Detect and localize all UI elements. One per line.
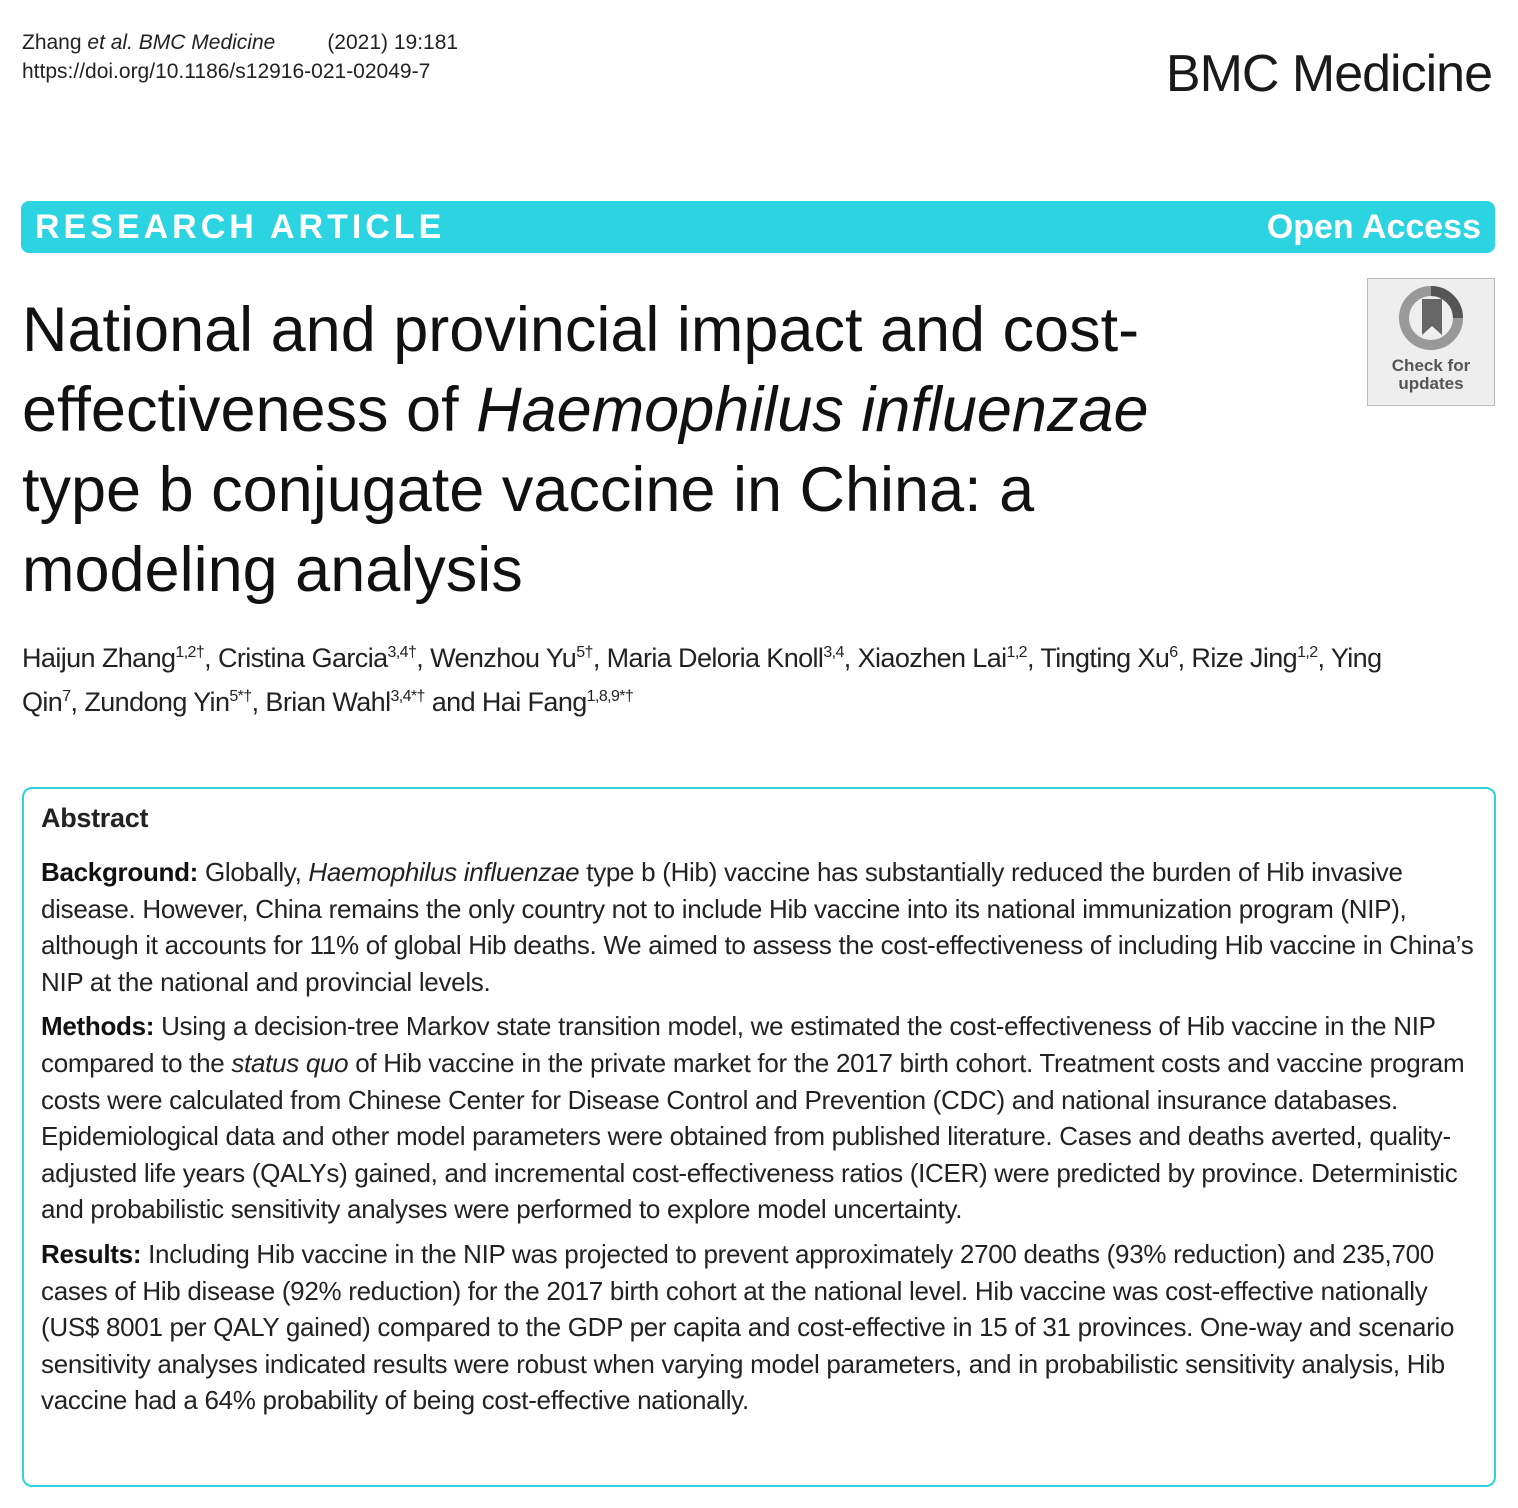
abstract: Abstract Background: Globally, Haemophil… [41, 800, 1481, 1427]
author-affiliation: 5*† [229, 688, 252, 705]
author-affiliation: 3,4† [387, 644, 417, 661]
author-name[interactable]: Cristina Garcia [217, 643, 388, 673]
badge-line2: updates [1398, 374, 1464, 393]
author-name[interactable]: Rize Jing [1191, 643, 1298, 673]
author-separator: , [1177, 643, 1192, 673]
author-affiliation: 1,2 [1006, 644, 1028, 661]
section-label: Results: [41, 1238, 142, 1269]
article-title: National and provincial impact and cost-… [22, 290, 1252, 610]
text: Globally, [198, 857, 309, 887]
text: Including Hib vaccine in the NIP was pro… [41, 1238, 1455, 1416]
citation-author: Zhang [22, 31, 82, 54]
author-list: Haijun Zhang1,2†, Cristina Garcia3,4†, W… [22, 636, 1502, 724]
citation-header: Zhang et al. BMC Medicine (2021) 19:181 h… [22, 28, 458, 86]
author-affiliation: 5† [576, 644, 593, 661]
check-updates-icon [1399, 286, 1463, 350]
author-name[interactable]: Maria Deloria Knoll [606, 643, 824, 673]
doi-link[interactable]: https://doi.org/10.1186/s12916-021-02049… [22, 60, 431, 83]
author-separator: , [204, 643, 218, 673]
author-name[interactable]: Zundong Yin [84, 687, 230, 717]
title-italic: Haemophilus influenzae [476, 375, 1149, 445]
author-name[interactable]: Brian Wahl [265, 687, 391, 717]
author-affiliation: 7 [62, 688, 71, 705]
author-separator: , [70, 687, 85, 717]
author-name[interactable]: Hai Fang [481, 687, 587, 717]
citation-journal: BMC Medicine [138, 31, 276, 54]
author-separator: , [1026, 643, 1041, 673]
author-name[interactable]: Haijun Zhang [22, 643, 176, 673]
abstract-results: Results: Including Hib vaccine in the NI… [41, 1236, 1481, 1419]
abstract-box [22, 787, 1496, 1487]
author-name[interactable]: Wenzhou Yu [430, 643, 577, 673]
abstract-methods: Methods: Using a decision-tree Markov st… [41, 1008, 1481, 1228]
text: of Hib vaccine in the private market for… [41, 1047, 1465, 1225]
author-affiliation: 1,2 [1297, 644, 1318, 661]
journal-logo: BMC Medicine [1165, 45, 1493, 103]
abstract-background: Background: Globally, Haemophilus influe… [41, 854, 1481, 1000]
citation-etal: et al. [87, 31, 133, 54]
author-affiliation: 3,4 [823, 644, 844, 661]
citation-year: (2021) 19:181 [327, 31, 459, 54]
author-separator: , [251, 687, 266, 717]
title-part: National and provincial impact and cost-… [22, 295, 1140, 445]
author-separator: , [843, 643, 858, 673]
article-type-banner: RESEARCH ARTICLE Open Access [21, 201, 1495, 253]
author-name[interactable]: Tingting Xu [1040, 643, 1170, 673]
text-italic: Haemophilus influenzae [308, 857, 580, 887]
author-affiliation: 1,8,9*† [586, 688, 634, 705]
check-for-updates-button[interactable]: Check for updates [1367, 278, 1495, 406]
author-separator: , [1317, 643, 1331, 673]
text-italic: status quo [231, 1047, 349, 1078]
author-affiliation: 3,4*† [390, 688, 425, 705]
badge-line1: Check for [1391, 356, 1471, 375]
author-name[interactable]: Ying Qin [22, 643, 1382, 717]
author-affiliation: 1,2† [175, 644, 205, 661]
author-name[interactable]: Xiaozhen Lai [857, 643, 1008, 673]
text: type b (Hib) vaccine has substantially r… [41, 857, 1474, 997]
section-label: Methods: [41, 1011, 155, 1042]
article-type: RESEARCH ARTICLE [35, 208, 446, 246]
author-separator: and [424, 687, 482, 717]
author-affiliation: 6 [1169, 644, 1178, 661]
section-label: Background: [41, 857, 199, 887]
author-separator: , [592, 643, 607, 673]
abstract-heading: Abstract [41, 803, 149, 833]
author-separator: , [416, 643, 431, 673]
title-part: type b conjugate vaccine in China: a mod… [22, 455, 1035, 605]
open-access-label: Open Access [1266, 208, 1481, 246]
text: Using a decision-tree Markov state trans… [41, 1011, 1436, 1078]
